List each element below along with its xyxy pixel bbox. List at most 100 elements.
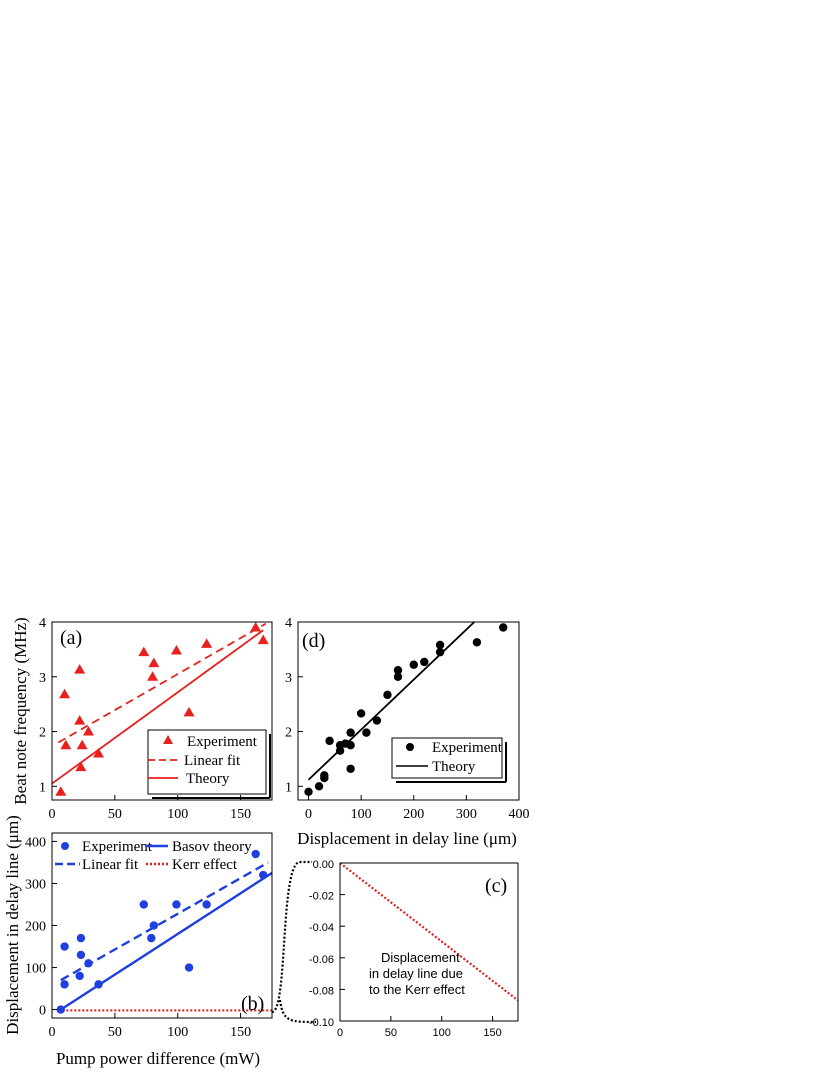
panel-a-data-point [257,634,269,645]
panel-b-data-point [259,870,268,880]
y-tick-label: 2 [285,726,292,741]
panel-c-kerr-chart: 0 50 100 150 0.00 -0.02 -0.04 -0.06 -0.08 -0.10 (… [309,859,519,1039]
panel-b-label: (b) [241,993,264,1015]
y-tick-label: -0.04 [309,922,334,934]
panel-d-data-point [346,764,355,773]
panel-d-label: (d) [302,630,325,652]
x-tick-label: 0 [49,807,56,822]
panel-b-data-point [184,963,194,972]
x-tick-label: 150 [230,1025,251,1040]
y-tick-label: 400 [25,835,46,850]
x-tick-label: 0 [49,1025,56,1040]
panel-a-data-point [147,671,159,681]
panel-d-data-point [335,746,345,755]
panel-a-data-point [93,747,105,758]
panel-d-series-solid-line [307,622,475,781]
panel-c-annotation-line-1: Displacement [381,950,460,965]
x-tick-label: 100 [351,807,372,822]
panel-a-beat-note-chart: 0 50 100 150 1 2 3 4 (a) Beat note frequency (M… [11,616,273,822]
panel-b-data-point [60,980,69,989]
x-tick-label: 400 [509,807,530,822]
panel-d-data-point [435,640,445,650]
y-tick-label: -0.02 [309,891,334,903]
panel-c-annotation-line-2: in delay line due [369,966,463,981]
y-tick-label: 2 [39,726,46,741]
panel-d-data-point [362,728,371,737]
panel-d-data-point [435,647,445,657]
panel-d-data-point [393,665,403,675]
y-tick-label: 1 [285,780,292,795]
panel-d-data-point [320,771,329,780]
y-tick-label: -0.08 [309,985,334,997]
x-tick-label: 50 [108,807,122,822]
panel-a-data-point [75,761,87,772]
panel-a-data-point [74,715,86,725]
panel-b-data-point [251,849,260,859]
panel-d-legend-theory: Theory [432,759,476,775]
panel-a-legend: Experiment Linear fit Theory [147,729,271,799]
panel-d-data-point [420,657,429,667]
y-tick-label: 4 [39,616,46,631]
panel-c-label: (c) [485,875,507,897]
panel-d-data-point [356,709,366,718]
panel-a-series-dashed-line [57,622,267,744]
panel-d-data-point [383,690,392,700]
panel-d-theory-chart: 0 100 200 300 400 1 2 3 4 (d) Displacement in de… [285,616,530,848]
panel-b-x-axis-label: Pump power difference (mW) [56,1049,260,1068]
y-tick-label: 0 [39,1004,46,1019]
panel-a-legend-linear-fit: Linear fit [184,753,241,769]
panel-b-legend: Experiment Basov theory Linear fit Kerr … [55,839,252,873]
panel-d-legend: Experiment Theory [391,737,507,783]
panel-b-data-point [139,900,148,909]
panel-b-data-point [56,1005,65,1014]
panel-b-data-point [76,950,86,960]
panel-d-data-point [372,716,382,725]
panel-d-data-point [499,623,508,632]
panel-d-data-point [314,782,324,791]
x-tick-label: 50 [108,1025,122,1040]
panel-b-legend-basov-theory: Basov theory [172,839,252,855]
panel-b-data-point [60,942,69,951]
legend-circle-marker [61,842,69,850]
panel-b-data-point [94,980,103,989]
panel-b-data-point [84,959,93,968]
panel-a-data-point [59,688,71,699]
zoom-connector-line [271,860,312,1014]
panel-d-data-point [393,672,403,681]
panel-d-data-point [325,736,334,746]
panel-a-data-point [55,786,67,796]
panel-a-series-solid-line [52,629,264,785]
x-tick-label: 200 [403,807,424,822]
panel-c-series-dotted-line [340,863,518,1002]
y-tick-label: 3 [39,671,46,686]
x-tick-label: 100 [167,807,188,822]
x-tick-label: 0 [337,1027,343,1039]
panel-d-data-point [472,638,482,647]
panel-d-data-point [346,741,355,750]
y-tick-label: 100 [25,962,46,977]
panel-b-series-dashed-line [60,861,269,982]
legend-triangle-marker [163,735,173,744]
panel-d-data-point [346,728,355,737]
panel-a-label: (a) [60,627,82,649]
x-tick-label: 100 [167,1025,188,1040]
legend-circle-marker [406,743,414,751]
panel-a-data-point [60,739,72,750]
x-tick-label: 0 [305,807,312,822]
panel-b-data-point [75,971,84,981]
panel-a-data-point [250,621,262,632]
y-tick-label: 0.00 [313,859,334,871]
y-tick-label: 4 [285,616,292,631]
panel-a-data-point [138,646,150,657]
panel-b-series-solid-line [60,871,272,1011]
panel-a-data-point [148,657,160,668]
y-tick-label: 200 [25,920,46,935]
panel-a-data-point [170,644,182,655]
panel-a-data-point [201,638,213,648]
panel-b-legend-linear-fit: Linear fit [82,857,139,873]
panel-a-data-point [183,706,195,717]
y-tick-label: 3 [285,671,292,686]
panel-b-data-point [76,933,86,943]
panel-d-x-axis-label: Displacement in delay line (μm) [297,829,517,848]
panel-d-data-point [304,787,313,796]
